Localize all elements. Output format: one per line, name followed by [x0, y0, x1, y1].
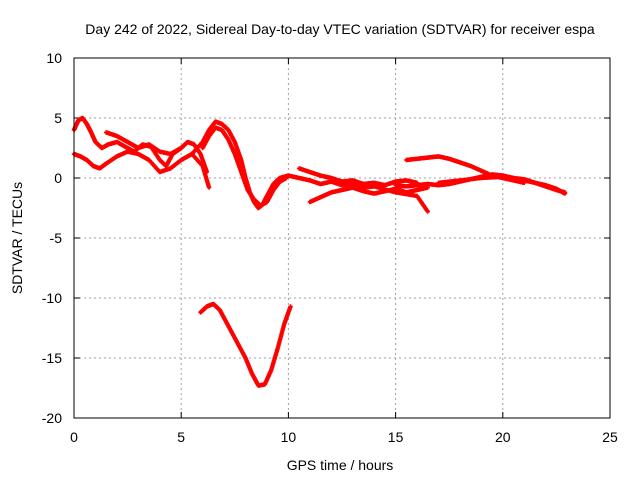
data-point — [284, 175, 289, 181]
data-point — [425, 209, 430, 214]
x-tick-label: 15 — [388, 429, 404, 445]
y-axis-label: SDTVAR / TECUs — [9, 182, 25, 294]
series-track-f — [296, 166, 420, 188]
y-tick-label: 10 — [46, 50, 62, 66]
y-tick-label: -20 — [42, 410, 62, 426]
y-tick-label: 5 — [54, 110, 62, 126]
y-tick-label: -15 — [42, 350, 62, 366]
chart-title: Day 242 of 2022, Sidereal Day-to-day VTE… — [85, 21, 595, 37]
data-point — [288, 304, 293, 309]
x-tick-label: 20 — [495, 429, 511, 445]
data-point — [562, 190, 568, 195]
data-point — [206, 185, 212, 190]
y-tick-label: 0 — [54, 170, 62, 186]
series-track-j — [436, 174, 568, 195]
grid — [74, 58, 610, 418]
axis-ticks: 0 5 10 15 20 25 -20 -15 -10 -5 0 5 10 — [42, 50, 618, 445]
x-axis-label: GPS time / hours — [287, 457, 394, 473]
series-track-g — [307, 185, 430, 205]
y-tick-label: -5 — [50, 230, 63, 246]
y-tick-label: -10 — [42, 290, 62, 306]
series-track-c — [103, 130, 184, 157]
series-track-k — [198, 301, 293, 388]
data-point — [179, 145, 184, 151]
x-tick-label: 0 — [70, 429, 78, 445]
series-track-b — [71, 149, 212, 190]
plot-frame — [73, 57, 611, 419]
x-tick-label: 25 — [602, 429, 618, 445]
x-tick-label: 10 — [281, 429, 297, 445]
x-tick-label: 5 — [177, 429, 185, 445]
series-track-h — [404, 154, 527, 185]
series-track-e — [200, 125, 289, 208]
data-points — [71, 115, 568, 388]
